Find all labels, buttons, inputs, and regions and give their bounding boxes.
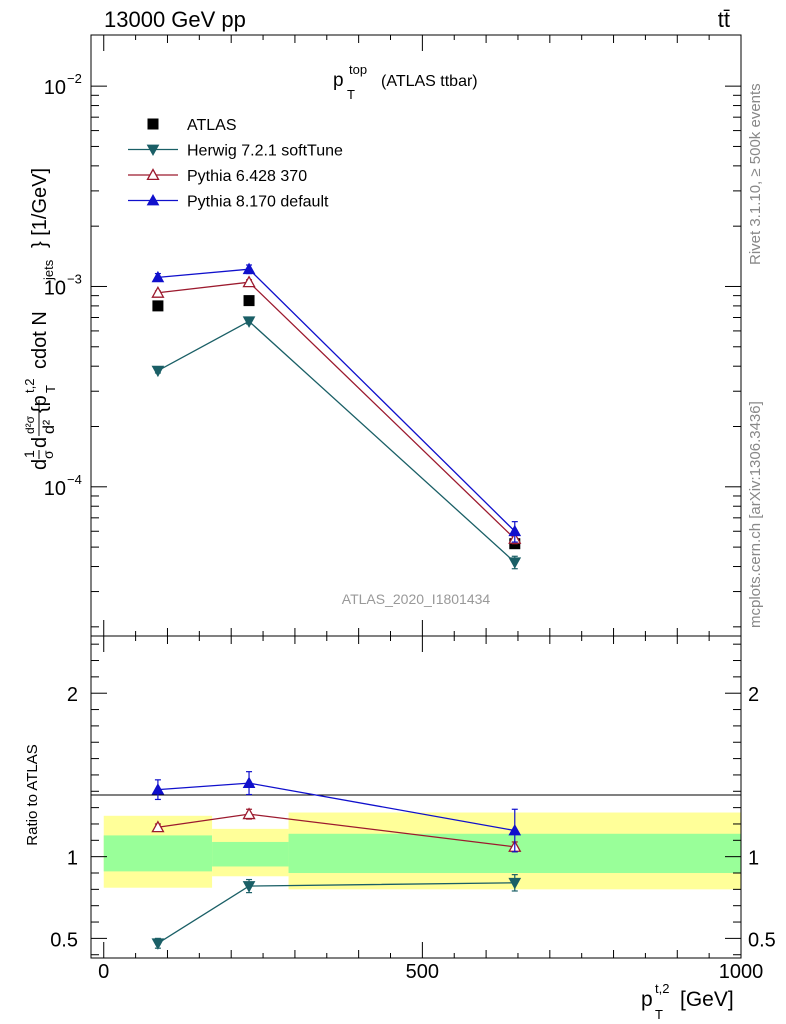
title-sub: T [347, 87, 355, 102]
rivet-version-label: Rivet 3.1.10, ≥ 500k events [747, 83, 764, 265]
legend-marker [146, 144, 160, 157]
ylabel-jets: jets [41, 259, 56, 281]
ylabel-sub: T [43, 385, 58, 393]
main-ytick-label-exp: −4 [67, 472, 82, 487]
main-line-pythia-6-428-370 [157, 281, 516, 540]
main-ytick-label: 10 −3 [44, 271, 82, 299]
legend: ATLAS Herwig 7.2.1 softTune Pythia 6.428 3… [128, 117, 343, 211]
ylabel-cdot: cdot N [29, 311, 51, 369]
analysis-id: ATLAS_2020_I1801434 [342, 591, 491, 607]
x-tick-label: 500 [406, 961, 439, 983]
ratio-ylabel: Ratio to ATLAS [24, 744, 41, 845]
main-point-atlas [152, 300, 164, 312]
main-ytick-label-exp: −3 [67, 271, 82, 286]
legend-label: ATLAS [187, 117, 237, 134]
legend-entry-atlas: ATLAS [147, 117, 237, 134]
main-point-herwig-7-2-1-softtune [151, 365, 165, 378]
title-rest: (ATLAS ttbar) [381, 73, 478, 90]
ratio-ytick-label-right: 0.5 [748, 929, 776, 951]
ratio-frame [90, 635, 742, 959]
main-plot-area [151, 262, 522, 570]
main-point-herwig-7-2-1-softtune [242, 316, 256, 328]
ratio-panel: 0.5 0.5 1 1 2 2 0 500 1000 Ratio to ATLAS p t,2 … [24, 635, 776, 1022]
ratio-plot-area [151, 771, 522, 950]
ratio-band-green-1 [212, 841, 289, 867]
ylabel-d2sigma: d²σ [23, 415, 37, 434]
x-axis-label: p t,2 T [GeV] [641, 981, 734, 1022]
x-tick-label: 1000 [719, 961, 764, 983]
ylabel-unit: } [1/GeV] [29, 168, 51, 248]
title-p: p [333, 70, 344, 91]
ylabel-frac-num: 1 [21, 450, 37, 458]
legend-entry-herwig-7-2-1-softtune: Herwig 7.2.1 softTune [128, 143, 343, 160]
ylabel-sup: t,2 [22, 379, 37, 393]
main-axis-ticks: 10−210−310−4 [44, 35, 742, 636]
ratio-uncertainty-bands [103, 812, 741, 890]
ratio-ytick-label-right: 2 [748, 684, 759, 706]
main-point-pythia-8-170-default [508, 524, 522, 537]
ratio-point-pythia-6-428-370 [242, 807, 256, 820]
main-ytick-label-exp: −2 [67, 71, 82, 86]
ylabel-d2: d [29, 437, 51, 448]
xlabel-unit: [GeV] [680, 988, 734, 1011]
ratio-point-herwig-7-2-1-softtune [242, 881, 256, 893]
main-point-pythia-6-428-370 [151, 285, 165, 298]
main-panel: 10−210−310−4 p top T (ATLAS ttbar) ATLAS… [21, 34, 742, 637]
ratio-ytick-label: 1 [67, 848, 78, 870]
legend-label: Pythia 6.428 370 [187, 168, 307, 185]
ylabel-frac-den: σ [40, 450, 56, 459]
ratio-band-green-0 [103, 835, 213, 872]
energy-label: 13000 GeV pp [104, 7, 246, 32]
main-ylabel: d 1 σ d d²σ d² {p t,2 T cdot N jets } [1… [21, 168, 58, 470]
xlabel-p: p [641, 988, 653, 1011]
ratio-point-pythia-6-428-370 [151, 820, 165, 833]
legend-marker [146, 168, 160, 181]
legend-entry-pythia-6-428-370: Pythia 6.428 370 [128, 168, 307, 185]
main-title: p top T (ATLAS ttbar) [333, 62, 478, 102]
ratio-point-herwig-7-2-1-softtune [151, 938, 165, 950]
xlabel-sub: T [655, 1007, 663, 1022]
legend-label: Herwig 7.2.1 softTune [187, 143, 343, 160]
main-ytick-label-base: 10 [44, 77, 66, 99]
ylabel-d: d [29, 459, 51, 470]
ratio-point-herwig-7-2-1-softtune [508, 877, 522, 890]
main-line-herwig-7-2-1-softtune [157, 320, 516, 563]
main-point-pythia-8-170-default [151, 270, 165, 283]
ylabel-brace: {p [29, 395, 51, 413]
ratio-axis-ticks: 0.5 0.5 1 1 2 2 0 500 1000 [50, 636, 776, 983]
ratio-line-herwig-7-2-1-softtune [157, 882, 515, 944]
ratio-ytick-label-right: 1 [748, 848, 759, 870]
ratio-point-pythia-8-170-default [242, 776, 256, 789]
main-point-pythia-8-170-default [242, 262, 256, 275]
legend-entry-pythia-8-170-default: Pythia 8.170 default [128, 194, 329, 211]
ratio-point-pythia-8-170-default [508, 823, 522, 836]
main-ytick-label-base: 10 [44, 478, 66, 500]
main-ytick-label: 10 −4 [44, 472, 82, 500]
ratio-point-pythia-8-170-default [151, 783, 165, 795]
legend-label: Pythia 8.170 default [187, 194, 329, 211]
main-point-herwig-7-2-1-softtune [508, 557, 522, 569]
title-sup: top [349, 62, 367, 77]
legend-marker [147, 118, 159, 130]
ratio-ytick-label: 0.5 [50, 929, 78, 951]
main-ytick-label: 10 −2 [44, 71, 82, 99]
legend-marker [146, 193, 160, 206]
x-tick-label: 0 [98, 961, 109, 983]
main-point-atlas [243, 295, 255, 307]
ylabel-d2-den: d² [41, 419, 58, 434]
process-label: tt̄ [718, 7, 730, 32]
main-ytick-label-base: 10 [44, 277, 66, 299]
xlabel-sup: t,2 [655, 981, 669, 996]
ratio-ytick-label: 2 [67, 684, 78, 706]
source-label: mcplots.cern.ch [arXiv:1306.3436] [747, 401, 764, 628]
main-point-pythia-6-428-370 [242, 275, 256, 288]
